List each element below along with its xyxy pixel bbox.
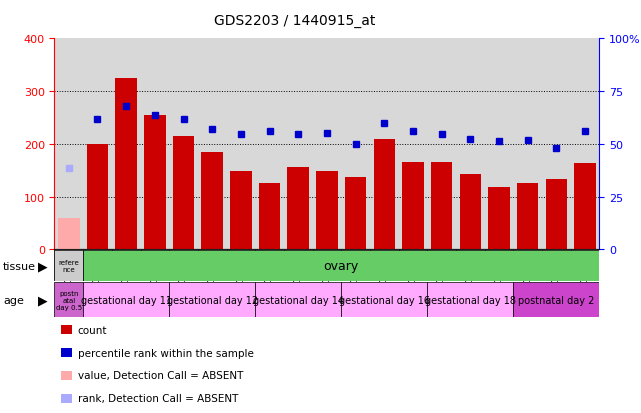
Text: GSM120854: GSM120854 [93,252,102,297]
Bar [58,218,79,250]
Text: GSM120848: GSM120848 [265,252,274,297]
Bar [460,175,481,250]
Text: percentile rank within the sample: percentile rank within the sample [78,348,253,358]
Text: GSM120856: GSM120856 [151,252,160,297]
Bar [140,250,169,281]
Bar [545,180,567,250]
Text: postn
atal
day 0.5: postn atal day 0.5 [56,290,82,310]
Text: GSM120845: GSM120845 [351,252,360,297]
Text: GSM120852: GSM120852 [208,252,217,297]
Text: GSM120857: GSM120857 [64,252,73,297]
Bar [83,250,112,281]
Text: count: count [78,325,107,335]
Text: rank, Detection Call = ABSENT: rank, Detection Call = ABSENT [78,393,238,403]
Text: gestational day 16: gestational day 16 [338,295,429,305]
Bar [313,250,341,281]
Bar [513,250,542,281]
Text: GSM120851: GSM120851 [179,252,188,297]
Bar [83,282,169,318]
Bar [173,137,194,250]
Text: age: age [3,295,24,305]
Text: GSM120846: GSM120846 [379,252,388,297]
Bar [431,163,453,250]
Bar [456,250,485,281]
Bar [428,250,456,281]
Bar [517,184,538,250]
Text: GSM120840: GSM120840 [552,252,561,297]
Text: GDS2203 / 1440915_at: GDS2203 / 1440915_at [214,14,376,28]
Bar [87,145,108,250]
Bar [399,250,428,281]
Text: GSM120847: GSM120847 [408,252,417,297]
Bar [513,282,599,318]
Bar [570,250,599,281]
Text: GSM120855: GSM120855 [122,252,131,297]
Text: tissue: tissue [3,261,36,271]
Text: GSM120844: GSM120844 [494,252,503,297]
Text: postnatal day 2: postnatal day 2 [518,295,594,305]
Text: ovary: ovary [324,260,359,273]
Text: GSM120839: GSM120839 [523,252,532,297]
Bar [284,250,313,281]
Bar [287,167,309,250]
Text: gestational day 18: gestational day 18 [425,295,516,305]
Bar [198,250,226,281]
Bar [255,250,284,281]
Text: ▶: ▶ [38,294,48,306]
Bar [345,177,367,250]
Text: refere
nce: refere nce [58,260,79,273]
Bar [115,79,137,250]
Bar [54,282,83,318]
Bar [54,251,83,282]
Text: gestational day 12: gestational day 12 [167,295,258,305]
Bar [374,139,395,250]
Text: gestational day 14: gestational day 14 [253,295,344,305]
Text: gestational day 11: gestational day 11 [81,295,172,305]
Bar [201,152,223,250]
Bar [169,282,255,318]
Bar [316,172,338,250]
Bar [169,250,198,281]
Text: value, Detection Call = ABSENT: value, Detection Call = ABSENT [78,370,243,380]
Bar [341,282,428,318]
Text: GSM120853: GSM120853 [237,252,246,297]
Bar [259,184,280,250]
Bar [370,250,399,281]
Bar [226,250,255,281]
Bar [488,188,510,250]
Bar [230,172,252,250]
Bar [542,250,570,281]
Bar [54,250,83,281]
Bar [402,163,424,250]
Text: GSM120841: GSM120841 [581,252,590,297]
Bar [428,282,513,318]
Bar [144,116,165,250]
Bar [485,250,513,281]
Text: GSM120842: GSM120842 [437,252,446,297]
Bar [574,164,595,250]
Text: GSM120849: GSM120849 [294,252,303,297]
Bar [341,250,370,281]
Text: GSM120850: GSM120850 [322,252,331,297]
Text: ▶: ▶ [38,260,48,273]
Text: GSM120843: GSM120843 [466,252,475,297]
Bar [112,250,140,281]
Bar [255,282,341,318]
